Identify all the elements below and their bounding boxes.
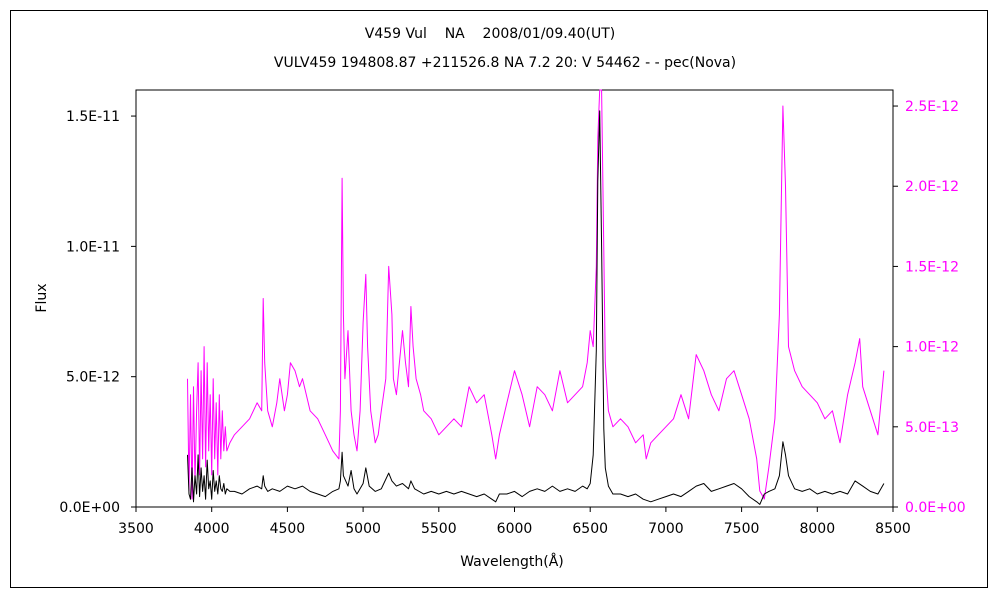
chart-title: V459 Vul NA 2008/01/09.40(UT): [365, 26, 615, 42]
y-axis-left: 0.0E+00 5.0E-12 1.0E-11 1.5E-11: [59, 109, 136, 516]
x-axis: 3500 4000 4500 5000 5500 6000 6500 7000 7500 8000…: [118, 507, 911, 537]
series-layer: [187, 89, 885, 505]
x-tick-label: 6500: [572, 521, 608, 537]
series-line-black: [187, 110, 885, 505]
y-right-tick-label: 1.5E-12: [905, 259, 959, 275]
y-right-tick-label: 2.5E-12: [905, 99, 959, 115]
x-tick-label: 8500: [875, 521, 911, 537]
x-axis-label: Wavelength(Å): [460, 553, 564, 570]
series-line-magenta: [187, 89, 885, 500]
y-right-tick-label: 2.0E-12: [905, 179, 959, 195]
x-tick-label: 4500: [270, 521, 306, 537]
y-axis-right: 0.0E+00 5.0E-13 1.0E-12 1.5E-12 2.0E-12 2.5E-…: [893, 99, 966, 516]
y-left-tick-label: 1.0E-11: [66, 239, 120, 255]
chart-subtitle: VULV459 194808.87 +211526.8 NA 7.2 20: V…: [274, 55, 736, 71]
x-tick-label: 3500: [118, 521, 154, 537]
y-right-tick-label: 1.0E-12: [905, 340, 959, 356]
y-right-tick-label: 5.0E-13: [905, 420, 959, 436]
chart-frame: [10, 10, 988, 588]
y-axis-label: Flux: [34, 283, 50, 312]
x-tick-label: 5500: [421, 521, 457, 537]
x-tick-label: 5000: [345, 521, 381, 537]
y-left-tick-label: 5.0E-12: [66, 370, 120, 386]
y-left-tick-label: 1.5E-11: [66, 109, 120, 125]
x-tick-label: 7000: [648, 521, 684, 537]
y-right-tick-label: 0.0E+00: [905, 500, 966, 516]
x-tick-label: 4000: [194, 521, 230, 537]
x-tick-label: 7500: [724, 521, 760, 537]
x-tick-label: 8000: [799, 521, 835, 537]
y-left-tick-label: 0.0E+00: [59, 500, 120, 516]
x-tick-label: 6000: [497, 521, 533, 537]
